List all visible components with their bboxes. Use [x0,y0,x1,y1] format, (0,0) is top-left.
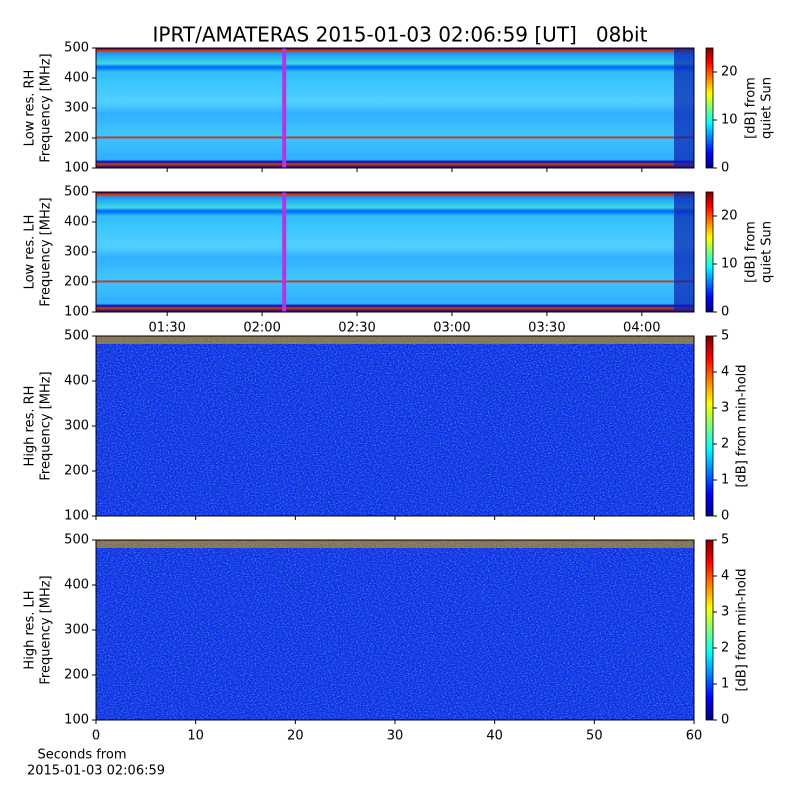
spectrogram-image [96,48,694,168]
colorbar-tick-label: 10 [721,113,738,128]
y-tick-label: 400 [64,71,89,86]
x-tick-label: 0 [92,729,100,744]
y-tick-label: 300 [64,101,89,116]
spectrogram-image [674,48,694,168]
spectrogram-image [96,540,694,548]
spectrogram-noise [96,540,694,720]
colorbar-tick-label: 1 [721,677,729,692]
colorbar-label: [dB] from min-hold [735,364,750,487]
y-tick-label: 300 [64,245,89,260]
colorbar-tick-label: 3 [721,401,729,416]
chart-title: IPRT/AMATERAS 2015-01-03 02:06:59 [UT] 0… [153,23,648,47]
colorbar-label: quiet Sun [760,77,775,139]
colorbar-tick-label: 2 [721,641,729,656]
colorbar-tick-label: 10 [721,257,738,272]
x-tick-label: 03:00 [433,321,470,336]
colorbar [705,191,714,313]
y-tick-label: 400 [64,578,89,593]
colorbar [705,335,714,517]
colorbar-tick-label: 5 [721,533,729,548]
colorbar-tick-label: 0 [721,713,729,728]
colorbar-tick-label: 1 [721,473,729,488]
colorbar-label: [dB] from min-hold [735,568,750,691]
y-tick-label: 400 [64,215,89,230]
colorbar-label: quiet Sun [760,221,775,283]
y-tick-label: 100 [64,713,89,728]
colorbar-label: [dB] from [744,77,759,139]
colorbar-tick-label: 5 [721,329,729,344]
spectrogram-image [96,192,694,312]
x-tick-label: 40 [486,729,503,744]
x-axis-label: 2015-01-03 02:06:59 [27,764,165,779]
colorbar [705,47,714,169]
y-tick-label: 200 [64,668,89,683]
colorbar-tick-label: 4 [721,569,729,584]
spectrogram-image [674,192,694,312]
x-tick-label: 02:00 [243,321,280,336]
colorbar-tick-label: 2 [721,437,729,452]
y-tick-label: 100 [64,161,89,176]
x-tick-label: 01:30 [148,321,185,336]
x-tick-label: 03:30 [528,321,565,336]
y-tick-label: 500 [64,41,89,56]
y-tick-label: 500 [64,185,89,200]
x-tick-label: 60 [686,729,703,744]
y-tick-label: 100 [64,509,89,524]
colorbar-tick-label: 20 [721,65,738,80]
y-axis-label: Low res. LH [23,215,38,290]
y-axis-label: Low res. RH [23,70,38,147]
colorbar-tick-label: 0 [721,509,729,524]
y-tick-label: 500 [64,329,89,344]
y-axis-label: High res. LH [23,590,38,669]
y-tick-label: 400 [64,374,89,389]
colorbar-tick-label: 0 [721,161,729,176]
spectrogram-image [96,336,694,344]
colorbar-tick-label: 3 [721,605,729,620]
y-tick-label: 100 [64,305,89,320]
x-tick-label: 04:00 [623,321,660,336]
colorbar [705,539,714,721]
y-axis-label: Frequency [MHz] [39,575,54,684]
x-tick-label: 02:30 [338,321,375,336]
spectrogram-noise [96,336,694,516]
colorbar-tick-label: 4 [721,365,729,380]
x-tick-label: 30 [387,729,404,744]
y-tick-label: 200 [64,131,89,146]
x-tick-label: 50 [586,729,603,744]
y-tick-label: 200 [64,275,89,290]
colorbar-label: [dB] from [744,221,759,283]
y-tick-label: 300 [64,419,89,434]
y-axis-label: High res. RH [23,386,38,467]
y-tick-label: 300 [64,623,89,638]
y-tick-label: 500 [64,533,89,548]
x-tick-label: 20 [287,729,304,744]
y-axis-label: Frequency [MHz] [39,371,54,480]
colorbar-tick-label: 20 [721,209,738,224]
x-tick-label: 10 [187,729,204,744]
x-axis-label: Seconds from [37,748,126,763]
y-axis-label: Frequency [MHz] [39,53,54,162]
y-tick-label: 200 [64,464,89,479]
colorbar-tick-label: 0 [721,305,729,320]
y-axis-label: Frequency [MHz] [39,197,54,306]
